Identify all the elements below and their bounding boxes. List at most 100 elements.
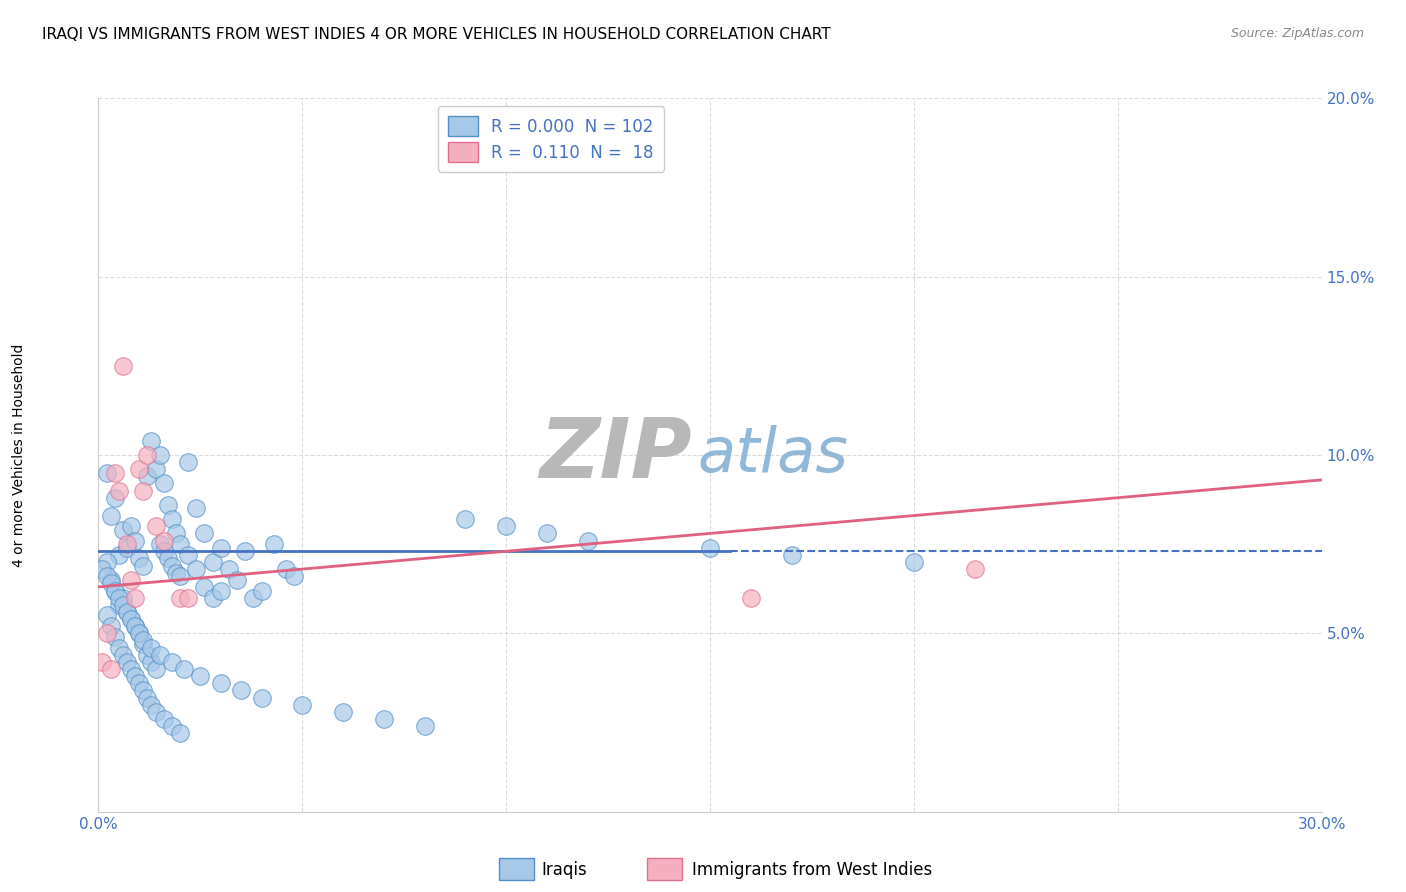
- Point: [152, 544, 174, 558]
- Point: [165, 526, 187, 541]
- Point: [128, 626, 150, 640]
- Point: [128, 676, 150, 690]
- Point: [177, 591, 200, 605]
- Point: [108, 640, 131, 655]
- Point: [132, 637, 155, 651]
- Text: ZIP: ZIP: [538, 415, 692, 495]
- Point: [132, 483, 155, 498]
- Point: [169, 726, 191, 740]
- Point: [136, 690, 159, 705]
- Point: [128, 551, 150, 566]
- Point: [209, 541, 232, 555]
- Point: [780, 548, 803, 562]
- Point: [104, 491, 127, 505]
- Legend: R = 0.000  N = 102, R =  0.110  N =  18: R = 0.000 N = 102, R = 0.110 N = 18: [439, 106, 664, 171]
- Point: [226, 573, 249, 587]
- Point: [136, 648, 159, 662]
- Text: Immigrants from West Indies: Immigrants from West Indies: [692, 861, 932, 879]
- Point: [104, 630, 127, 644]
- Point: [141, 655, 163, 669]
- Point: [152, 476, 174, 491]
- Point: [177, 455, 200, 469]
- Point: [96, 555, 118, 569]
- Point: [145, 519, 167, 533]
- Point: [111, 591, 134, 605]
- Point: [124, 669, 146, 683]
- Point: [373, 712, 395, 726]
- Point: [149, 648, 172, 662]
- Point: [156, 551, 179, 566]
- Point: [903, 555, 925, 569]
- Point: [115, 605, 138, 619]
- Point: [132, 633, 155, 648]
- Point: [108, 483, 131, 498]
- Point: [152, 533, 174, 548]
- Text: IRAQI VS IMMIGRANTS FROM WEST INDIES 4 OR MORE VEHICLES IN HOUSEHOLD CORRELATION: IRAQI VS IMMIGRANTS FROM WEST INDIES 4 O…: [42, 27, 831, 42]
- Point: [96, 466, 118, 480]
- Point: [201, 591, 224, 605]
- Point: [160, 655, 183, 669]
- Point: [149, 448, 172, 462]
- Point: [120, 519, 142, 533]
- Point: [193, 580, 215, 594]
- Point: [141, 434, 163, 448]
- Point: [231, 683, 253, 698]
- Text: Source: ZipAtlas.com: Source: ZipAtlas.com: [1230, 27, 1364, 40]
- Point: [111, 523, 134, 537]
- Point: [169, 591, 191, 605]
- Point: [100, 573, 122, 587]
- Point: [283, 569, 305, 583]
- Point: [128, 626, 150, 640]
- Point: [96, 608, 118, 623]
- Point: [115, 537, 138, 551]
- Point: [104, 583, 127, 598]
- Point: [108, 598, 131, 612]
- Point: [91, 562, 114, 576]
- Point: [495, 519, 517, 533]
- Point: [96, 569, 118, 583]
- Point: [108, 591, 131, 605]
- Point: [160, 719, 183, 733]
- Point: [108, 548, 131, 562]
- Point: [699, 541, 721, 555]
- Point: [152, 712, 174, 726]
- Point: [115, 655, 138, 669]
- Point: [965, 562, 987, 576]
- Point: [233, 544, 256, 558]
- Point: [169, 569, 191, 583]
- Point: [242, 591, 264, 605]
- Point: [413, 719, 436, 733]
- Point: [218, 562, 240, 576]
- Point: [274, 562, 297, 576]
- Point: [250, 690, 273, 705]
- Point: [165, 566, 187, 580]
- Point: [169, 537, 191, 551]
- Point: [536, 526, 558, 541]
- Point: [132, 683, 155, 698]
- Point: [115, 541, 138, 555]
- Point: [209, 676, 232, 690]
- Point: [250, 583, 273, 598]
- Point: [454, 512, 477, 526]
- Point: [193, 526, 215, 541]
- Point: [104, 583, 127, 598]
- Point: [160, 512, 183, 526]
- Point: [100, 576, 122, 591]
- Point: [124, 619, 146, 633]
- Point: [160, 558, 183, 573]
- Point: [201, 555, 224, 569]
- Text: Iraqis: Iraqis: [541, 861, 588, 879]
- Point: [120, 612, 142, 626]
- Point: [91, 655, 114, 669]
- Text: atlas: atlas: [697, 425, 849, 485]
- Point: [186, 562, 208, 576]
- Point: [177, 548, 200, 562]
- Point: [132, 558, 155, 573]
- Point: [100, 619, 122, 633]
- Point: [576, 533, 599, 548]
- Point: [111, 359, 134, 373]
- Point: [128, 462, 150, 476]
- Point: [740, 591, 762, 605]
- Point: [291, 698, 314, 712]
- Point: [120, 573, 142, 587]
